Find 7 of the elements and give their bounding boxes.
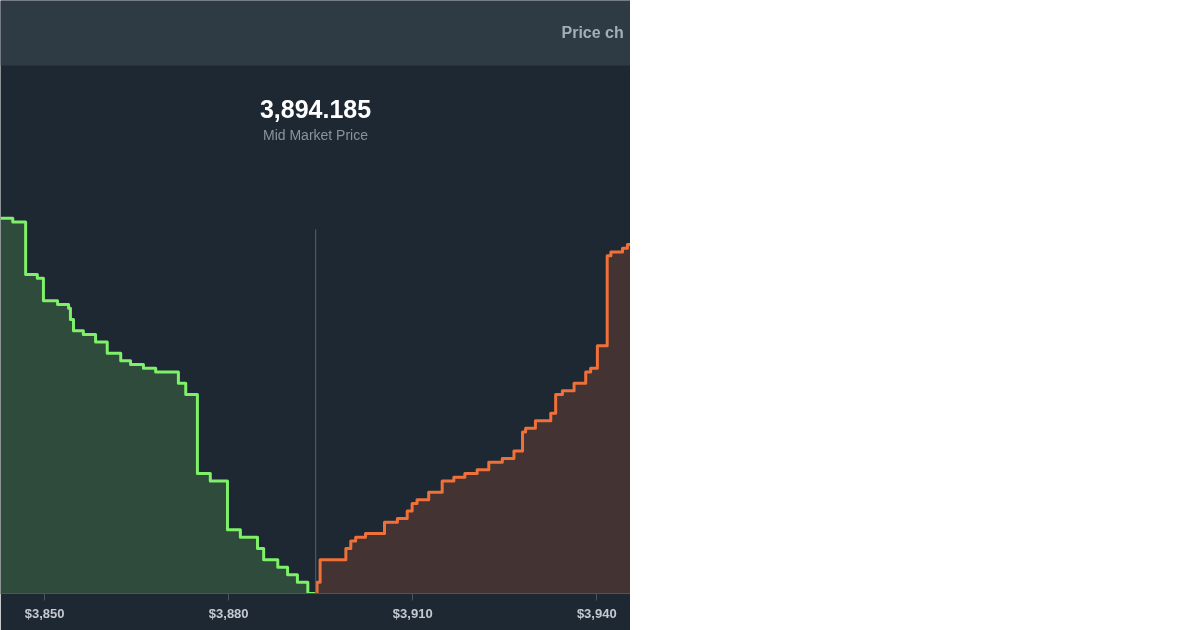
- x-tick-label: $3,850: [24, 605, 65, 621]
- chart-title: 3,894.185: [259, 94, 372, 123]
- text: Price ch: [561, 24, 624, 41]
- x-tick-label: $3,940: [576, 605, 617, 621]
- chart-subtitle: Mid Market Price: [262, 126, 369, 143]
- x-tick-label: $3,910: [392, 605, 433, 621]
- x-tick-label: $3,880: [208, 605, 249, 621]
